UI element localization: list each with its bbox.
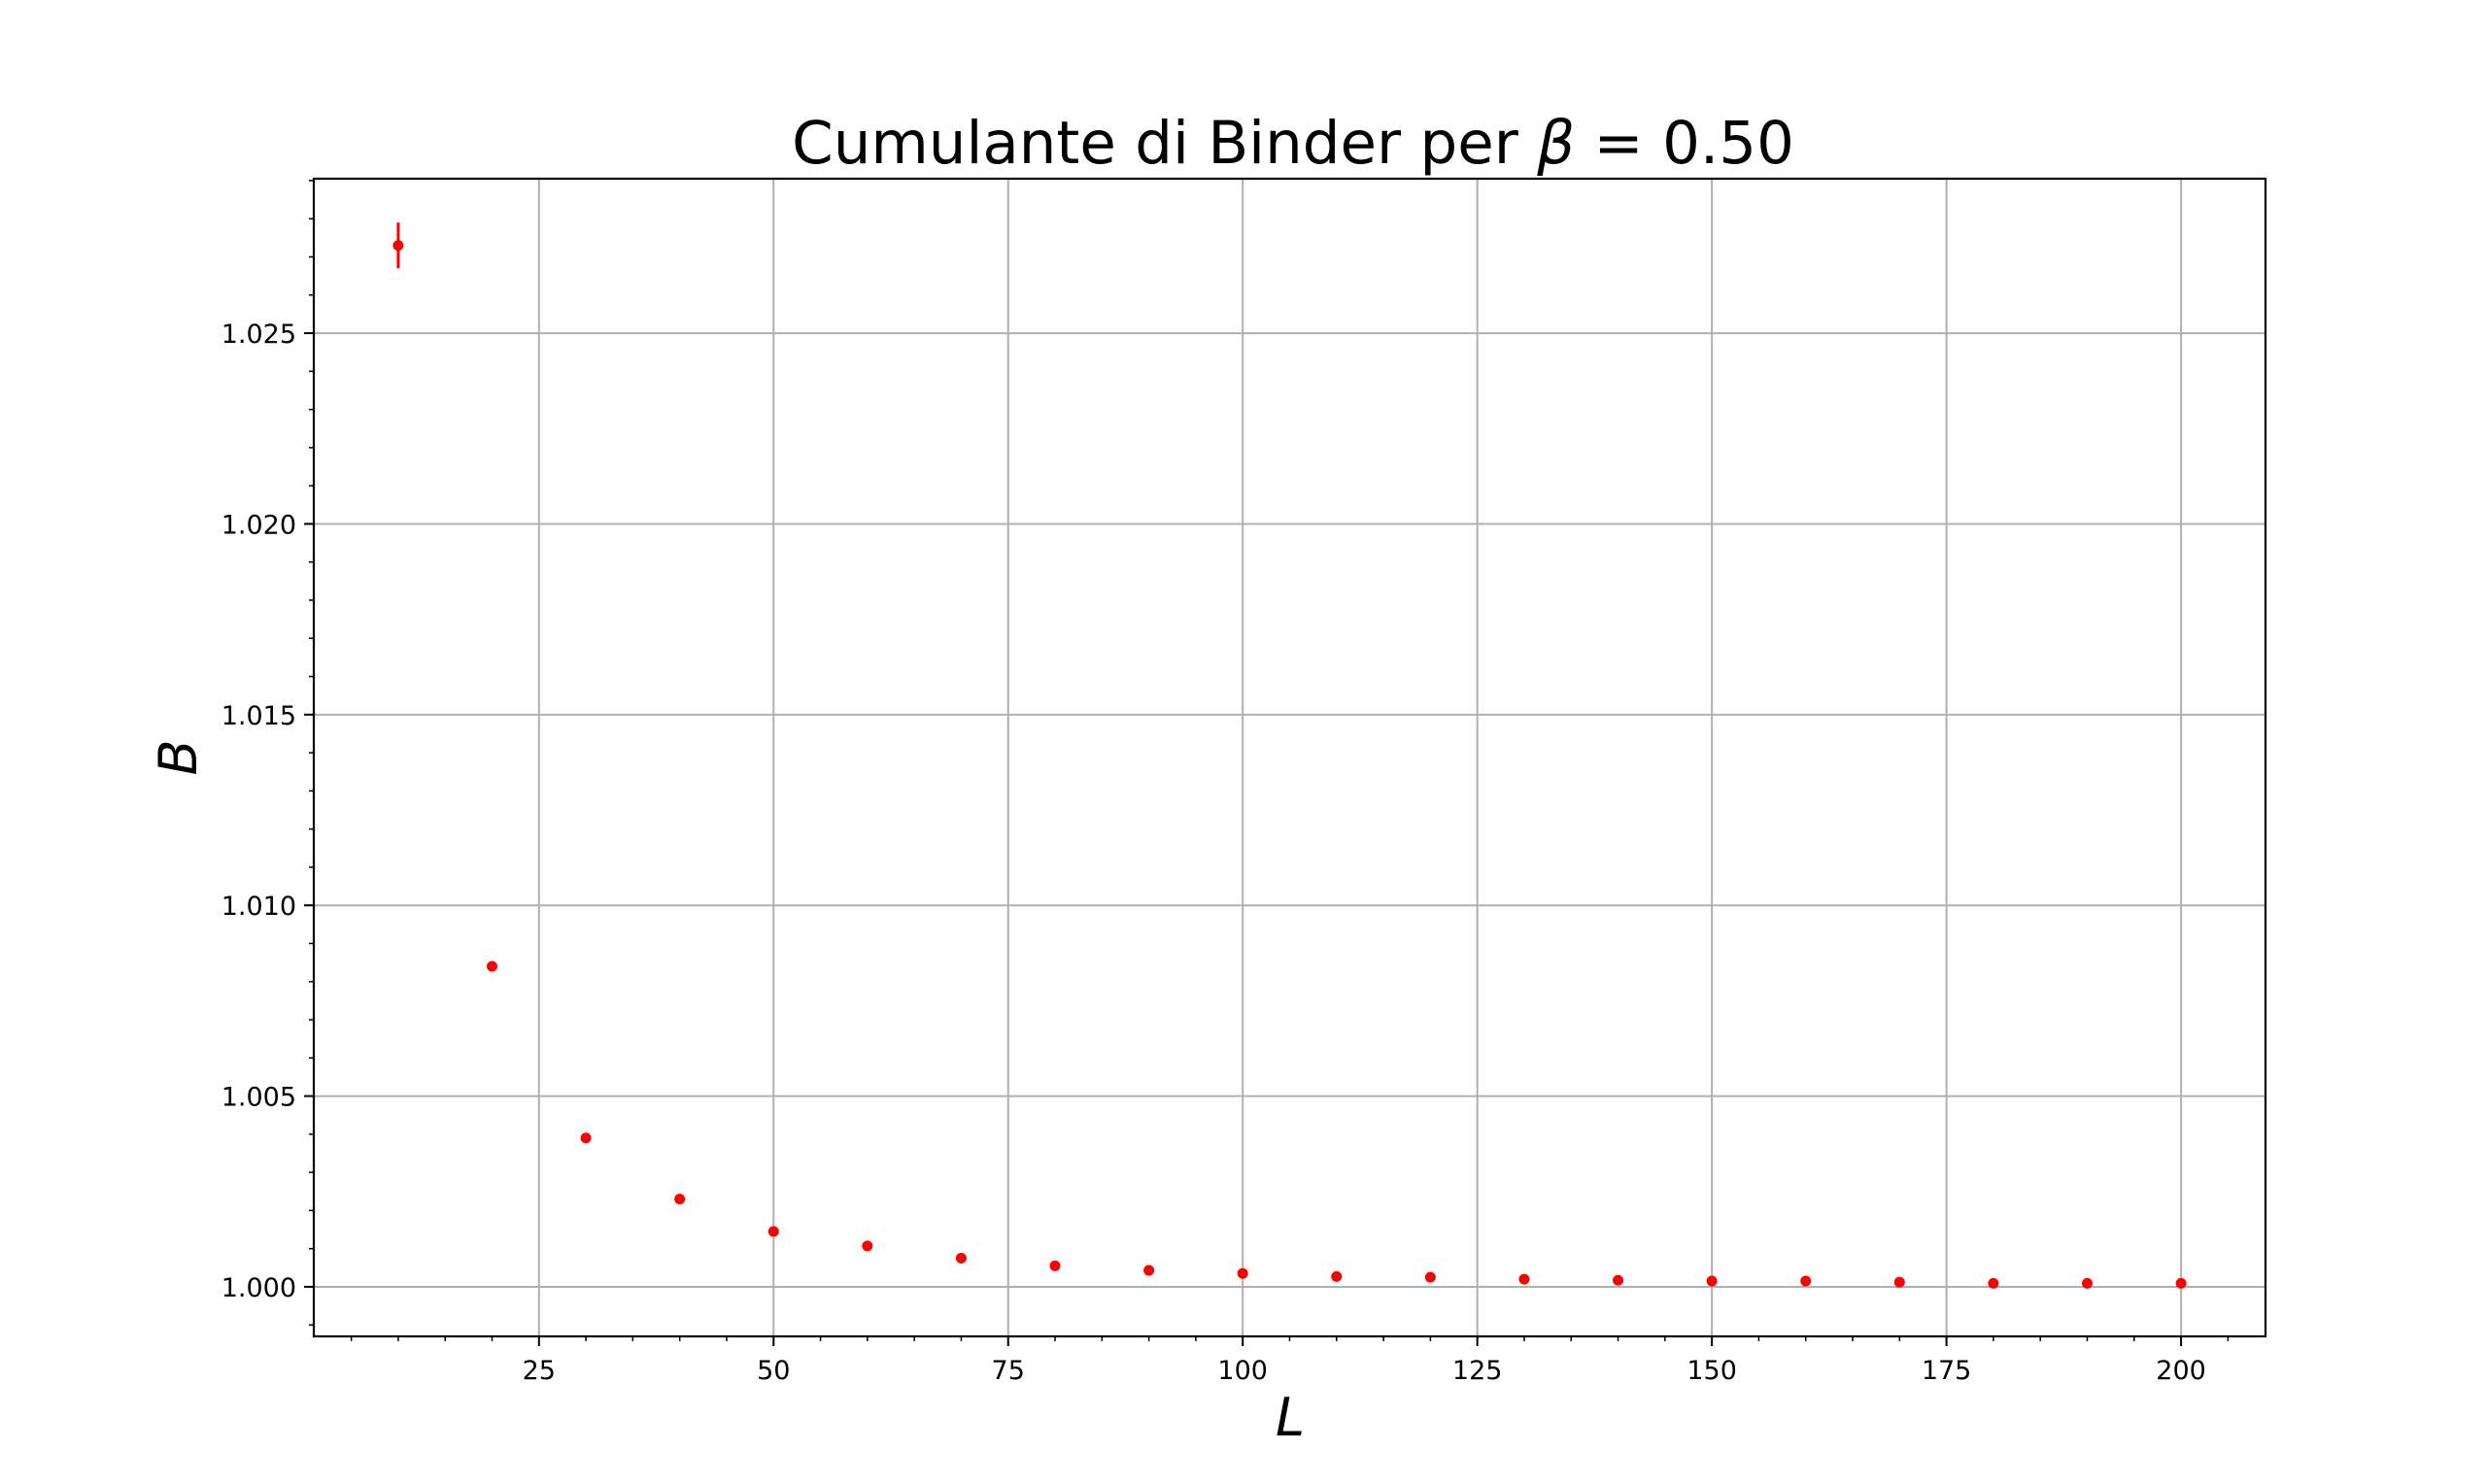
y-tick-label: 1.000 (221, 1273, 296, 1303)
data-point (1143, 1265, 1155, 1276)
y-axis-label: B (148, 739, 209, 775)
data-point (1706, 1275, 1718, 1287)
data-point (1988, 1277, 1999, 1289)
data-point (580, 1132, 592, 1144)
data-point (862, 1240, 873, 1252)
y-tick-label: 1.015 (221, 701, 296, 731)
chart-title-symbol: β (1536, 109, 1575, 178)
y-tick-label: 1.025 (221, 320, 296, 350)
data-point (1049, 1260, 1061, 1271)
plot-frame (312, 177, 2267, 1338)
x-tick-label: 125 (1452, 1356, 1503, 1386)
x-tick-label: 25 (523, 1356, 556, 1386)
x-tick-label: 75 (992, 1356, 1025, 1386)
tick-labels: 25 50 75 100 125 150 175 200 1.000 1.005 1.010 1.01… (221, 320, 2206, 1386)
x-tick-label: 175 (1922, 1356, 1972, 1386)
chart-title-value: = 0.50 (1575, 109, 1794, 178)
grid (314, 179, 2266, 1336)
data-point (1518, 1273, 1530, 1285)
data-point (1800, 1275, 1812, 1287)
data-point (1424, 1271, 1436, 1283)
x-tick-label: 50 (757, 1356, 790, 1386)
y-tick-label: 1.010 (221, 892, 296, 922)
x-axis-label: L (1276, 1387, 1305, 1448)
data-point (1613, 1274, 1624, 1286)
y-tick-label: 1.005 (221, 1083, 296, 1113)
x-tick-label: 200 (2156, 1356, 2206, 1386)
data-point (1893, 1276, 1905, 1288)
chart-title-text: Cumulante di Binder per (792, 109, 1537, 178)
chart-title: Cumulante di Binder per β = 0.50 (792, 109, 1794, 178)
data-point (487, 961, 498, 972)
data-points (392, 222, 2187, 1289)
data-point (392, 240, 404, 252)
data-point (767, 1226, 779, 1237)
y-tick-label: 1.020 (221, 510, 296, 540)
x-tick-label: 100 (1217, 1356, 1268, 1386)
x-tick-label: 150 (1686, 1356, 1737, 1386)
axis-ticks (304, 180, 2230, 1346)
data-point (955, 1252, 967, 1264)
data-point (674, 1194, 686, 1205)
data-point (1331, 1270, 1343, 1282)
data-point (2081, 1277, 2093, 1289)
data-point (1237, 1267, 1248, 1279)
data-point (2175, 1277, 2187, 1289)
